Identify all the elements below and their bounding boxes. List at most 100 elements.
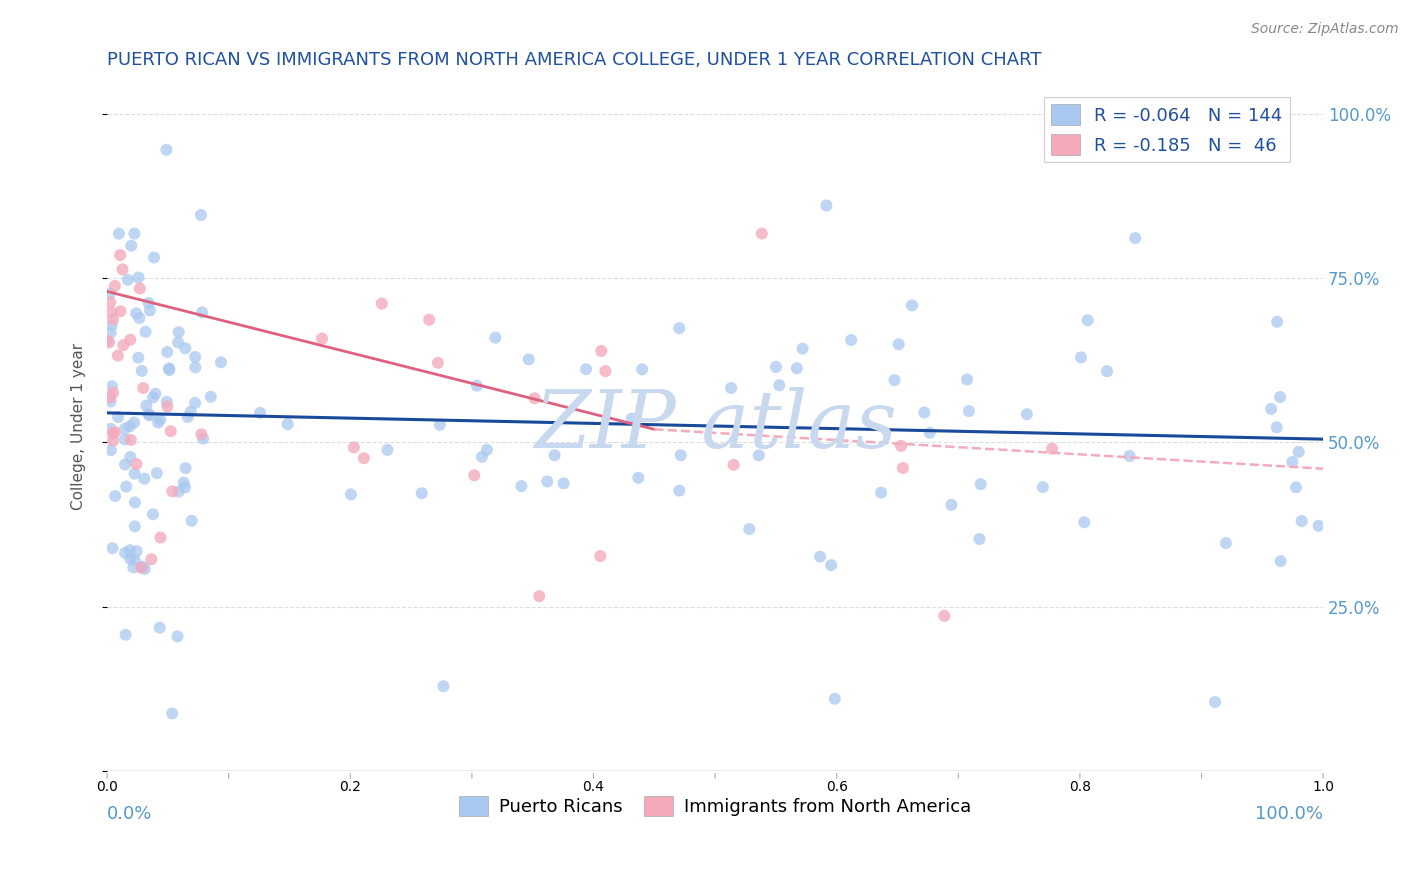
Point <box>101 541 124 556</box>
Point <box>98 335 121 350</box>
Point <box>371 296 394 310</box>
Point <box>124 553 146 567</box>
Point <box>1123 231 1146 245</box>
Point <box>146 466 169 480</box>
Point <box>98 391 121 405</box>
Point <box>1281 455 1303 469</box>
Point <box>1095 364 1118 378</box>
Point <box>167 335 190 350</box>
Point <box>114 433 136 447</box>
Point <box>166 629 188 643</box>
Point <box>277 417 299 432</box>
Point <box>891 461 914 475</box>
Point <box>101 434 124 448</box>
Point <box>174 341 197 355</box>
Point <box>820 558 842 573</box>
Point <box>100 443 122 458</box>
Point <box>918 425 941 440</box>
Point <box>162 484 184 499</box>
Point <box>311 332 333 346</box>
Point <box>190 208 212 222</box>
Point <box>343 441 366 455</box>
Point <box>114 628 136 642</box>
Point <box>595 364 617 378</box>
Point <box>167 326 190 340</box>
Point <box>429 417 451 432</box>
Point <box>122 416 145 430</box>
Point <box>957 404 980 418</box>
Point <box>100 326 122 340</box>
Point <box>426 356 449 370</box>
Point <box>184 350 207 364</box>
Point <box>890 439 912 453</box>
Point <box>100 305 122 319</box>
Point <box>471 450 494 464</box>
Point <box>839 333 862 347</box>
Point <box>1285 480 1308 494</box>
Point <box>484 331 506 345</box>
Point <box>159 424 181 438</box>
Point <box>792 342 814 356</box>
Point <box>418 312 440 326</box>
Point <box>1032 480 1054 494</box>
Point <box>738 522 761 536</box>
Point <box>124 467 146 481</box>
Point <box>104 425 127 440</box>
Point <box>149 412 172 426</box>
Point <box>100 394 122 409</box>
Point <box>115 479 138 493</box>
Point <box>191 305 214 319</box>
Point <box>768 378 790 392</box>
Point <box>139 303 162 318</box>
Point <box>117 273 139 287</box>
Point <box>465 378 488 392</box>
Point <box>104 489 127 503</box>
Point <box>104 279 127 293</box>
Point <box>139 409 162 423</box>
Point <box>120 238 142 252</box>
Point <box>167 484 190 499</box>
Point <box>720 381 742 395</box>
Point <box>209 355 232 369</box>
Point <box>131 364 153 378</box>
Point <box>1015 407 1038 421</box>
Point <box>103 385 125 400</box>
Point <box>111 262 134 277</box>
Point <box>125 306 148 320</box>
Point <box>124 519 146 533</box>
Point <box>1268 390 1291 404</box>
Point <box>969 532 991 546</box>
Point <box>120 450 142 464</box>
Point <box>883 373 905 387</box>
Point <box>134 562 156 576</box>
Point <box>765 359 787 374</box>
Point <box>1118 449 1140 463</box>
Point <box>149 621 172 635</box>
Point <box>1265 315 1288 329</box>
Point <box>463 468 485 483</box>
Point <box>668 321 690 335</box>
Point <box>100 422 122 436</box>
Point <box>124 227 146 241</box>
Point <box>941 498 963 512</box>
Point <box>180 514 202 528</box>
Point <box>98 295 121 310</box>
Point <box>110 304 132 318</box>
Point <box>591 344 613 359</box>
Point <box>1215 536 1237 550</box>
Point <box>120 433 142 447</box>
Point <box>149 531 172 545</box>
Point <box>631 362 654 376</box>
Point <box>155 143 177 157</box>
Point <box>114 422 136 436</box>
Point <box>620 411 643 425</box>
Point <box>748 449 770 463</box>
Point <box>751 227 773 241</box>
Point <box>808 549 831 564</box>
Point <box>1288 444 1310 458</box>
Point <box>127 351 149 365</box>
Point <box>142 508 165 522</box>
Legend: Puerto Ricans, Immigrants from North America: Puerto Ricans, Immigrants from North Ame… <box>451 789 979 823</box>
Point <box>131 559 153 574</box>
Point <box>193 432 215 446</box>
